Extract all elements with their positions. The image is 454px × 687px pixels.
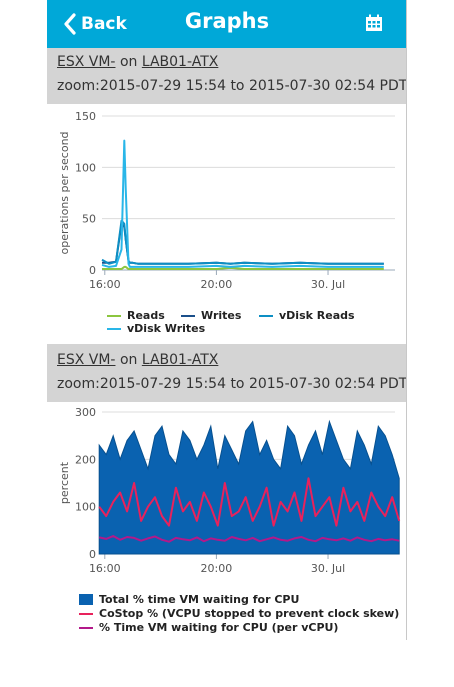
back-button[interactable]: Back [63,10,127,38]
series-line [98,535,400,543]
calendar-button[interactable] [365,14,385,34]
legend-per-vcpu[interactable]: % Time VM waiting for CPU (per vCPU) [79,621,338,634]
legend-swatch [259,314,273,317]
legend-swatch [79,612,93,615]
graph-info-panel: ESX VM- on LAB01-ATX zoom:2015-07-29 15:… [47,344,407,402]
legend-vdisk-writes[interactable]: vDisk Writes [107,322,205,335]
legend-label: Writes [201,309,242,322]
legend-swatch [107,327,121,330]
page-title: Graphs [184,9,270,33]
on-text: on [119,352,138,368]
host-link[interactable]: LAB01-ATX [141,352,219,368]
y-tick-label: 50 [82,213,96,226]
x-tick-label: 20:00 [201,562,233,575]
io-chart-plot: 0 50 100 150 16:00 20:00 30. Jul operations per… [58,110,395,291]
legend-swatch [79,626,93,629]
y-axis-label: operations per second [58,131,71,254]
series-line [98,477,401,527]
legend-label: Reads [127,309,165,322]
back-label: Back [81,14,127,34]
y-tick-label: 100 [75,501,96,514]
x-tick-label: 16:00 [89,562,121,575]
legend-costop[interactable]: CoStop % (VCPU stopped to prevent clock … [79,607,399,620]
series-line [101,219,384,265]
legend-total-wait[interactable]: Total % time VM waiting for CPU [79,593,299,606]
legend-swatch [181,314,195,317]
cpu-chart-plot: 0 100 200 300 16:00 20:00 30. Jul percent [58,406,401,575]
y-tick-label: 0 [89,264,96,277]
y-tick-label: 0 [89,548,96,561]
legend-writes[interactable]: Writes [181,309,241,322]
zoom-range: zoom:2015-07-29 15:54 to 2015-07-30 02:5… [57,78,407,94]
on-text: on [119,54,138,70]
series-line [102,265,384,270]
y-tick-label: 300 [75,406,96,419]
y-tick-label: 100 [75,161,96,174]
graph-info-panel: ESX VM- on LAB01-ATX zoom:2015-07-29 15:… [47,48,407,104]
chevron-left-icon [63,13,77,35]
x-tick-label: 30. Jul [311,562,345,575]
legend-swatch [107,314,121,317]
legend-label: vDisk Writes [127,322,206,335]
legend-label: Total % time VM waiting for CPU [99,593,300,606]
series-line [101,139,384,268]
host-link[interactable]: LAB01-ATX [141,54,219,70]
x-tick-label: 16:00 [89,278,121,291]
y-axis-label: percent [58,461,71,504]
legend-label: vDisk Reads [279,309,355,322]
x-tick-label: 30. Jul [311,278,345,291]
series-area [98,419,400,555]
x-tick-label: 20:00 [201,278,233,291]
y-tick-label: 150 [75,110,96,123]
vm-link[interactable]: ESX VM- [57,352,116,368]
legend-label: % Time VM waiting for CPU (per vCPU) [99,621,339,634]
app-screen: Back Graphs ESX VM- on LAB01-ATX [47,0,407,640]
legend-reads[interactable]: Reads [107,309,165,322]
legend-label: CoStop % (VCPU stopped to prevent clock … [99,607,400,620]
cpu-chart: 0 100 200 300 16:00 20:00 30. Jul percent Total… [47,402,406,640]
legend-swatch [79,594,93,605]
calendar-icon [365,14,383,36]
vm-link[interactable]: ESX VM- [57,54,116,70]
legend-vdisk-reads[interactable]: vDisk Reads [259,309,355,322]
series-line [102,222,384,265]
io-chart: 0 50 100 150 16:00 20:00 30. Jul operations per… [47,104,406,344]
vm-host-line: ESX VM- on LAB01-ATX [57,54,218,70]
y-tick-label: 200 [75,453,96,466]
vm-host-line: ESX VM- on LAB01-ATX [57,352,218,368]
zoom-range: zoom:2015-07-29 15:54 to 2015-07-30 02:5… [57,376,407,392]
top-bar: Back Graphs [47,0,406,48]
